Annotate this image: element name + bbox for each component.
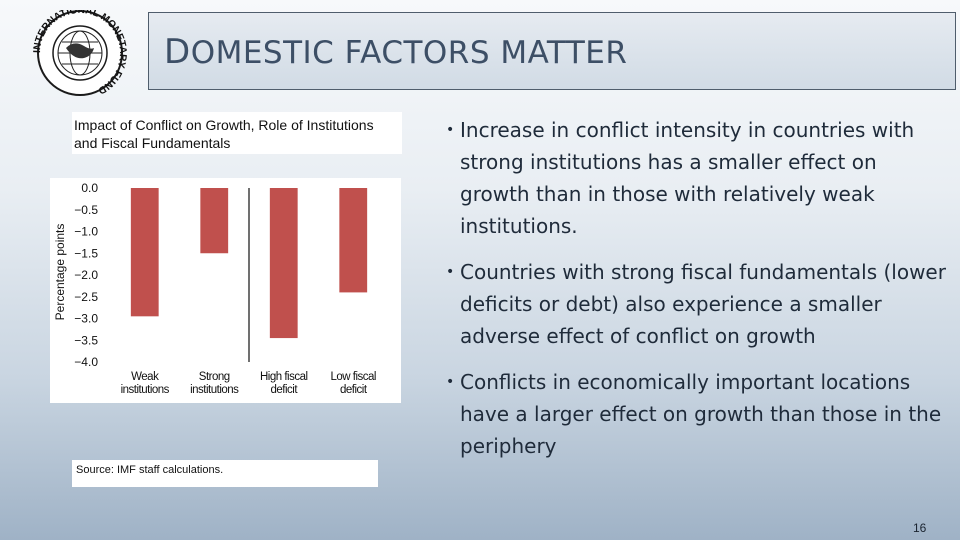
bar [130, 188, 159, 317]
y-tick-label: −4.0 [74, 355, 98, 369]
y-tick-label: −1.0 [74, 225, 98, 239]
x-tick-label: institutions [190, 384, 239, 396]
bullet-text: Increase in conflict intensity in countr… [460, 118, 915, 238]
title-rest: OMESTIC FACTORS MATTER [190, 35, 628, 71]
imf-logo: INTERNATIONAL MONETARY FUND [32, 10, 128, 96]
bar [339, 188, 368, 293]
y-tick-label: −2.0 [74, 268, 98, 282]
bars [130, 188, 368, 339]
y-tick-label: −3.5 [74, 333, 98, 347]
source-note: Source: IMF staff calculations. [72, 460, 378, 487]
bullet-item: • Increase in conflict intensity in count… [446, 114, 952, 242]
slide-title: DOMESTIC FACTORS MATTER [164, 32, 627, 72]
page-number: 16 [913, 521, 927, 535]
y-tick-label: −0.5 [74, 203, 98, 217]
y-tick-label: −1.5 [74, 246, 98, 260]
bullet-item: • Conflicts in economically important loc… [446, 366, 952, 462]
x-tick-label: Low fiscal [331, 371, 377, 383]
x-tick-label: deficit [270, 384, 298, 396]
bar [200, 188, 229, 254]
x-tick-label: institutions [121, 384, 170, 396]
bullet-list: • Increase in conflict intensity in count… [446, 114, 952, 476]
bullet-item: • Countries with strong fiscal fundamenta… [446, 256, 952, 352]
x-tick-label: Weak [131, 371, 159, 383]
title-banner [148, 12, 956, 90]
y-tick-label: −3.0 [74, 312, 98, 326]
title-initial: D [164, 32, 191, 72]
y-tick-label: −2.5 [74, 290, 98, 304]
chart-title: Impact of Conflict on Growth, Role of In… [72, 112, 402, 154]
y-tick-label: 0.0 [81, 181, 98, 195]
bullet-dot: • [446, 374, 455, 390]
bar-chart: 0.0 −0.5 −1.0 −1.5 −2.0 −2.5 −3.0 −3.5 −4.0 Weak… [53, 181, 377, 396]
bullet-text: Conflicts in economically important loca… [460, 370, 942, 458]
bullet-text: Countries with strong fiscal fundamental… [460, 260, 946, 348]
y-axis-ticks: 0.0 −0.5 −1.0 −1.5 −2.0 −2.5 −3.0 −3.5 −4.0 [74, 181, 98, 369]
x-tick-label: High fiscal [260, 371, 308, 383]
bullet-dot: • [446, 122, 455, 138]
x-tick-label: Strong [199, 371, 230, 383]
chart-panel: 0.0 −0.5 −1.0 −1.5 −2.0 −2.5 −3.0 −3.5 −4.0 Weak… [50, 178, 401, 403]
bullet-dot: • [446, 264, 455, 280]
x-tick-label: deficit [340, 384, 368, 396]
y-axis-label: Percentage points [53, 224, 67, 321]
bar [269, 188, 298, 339]
